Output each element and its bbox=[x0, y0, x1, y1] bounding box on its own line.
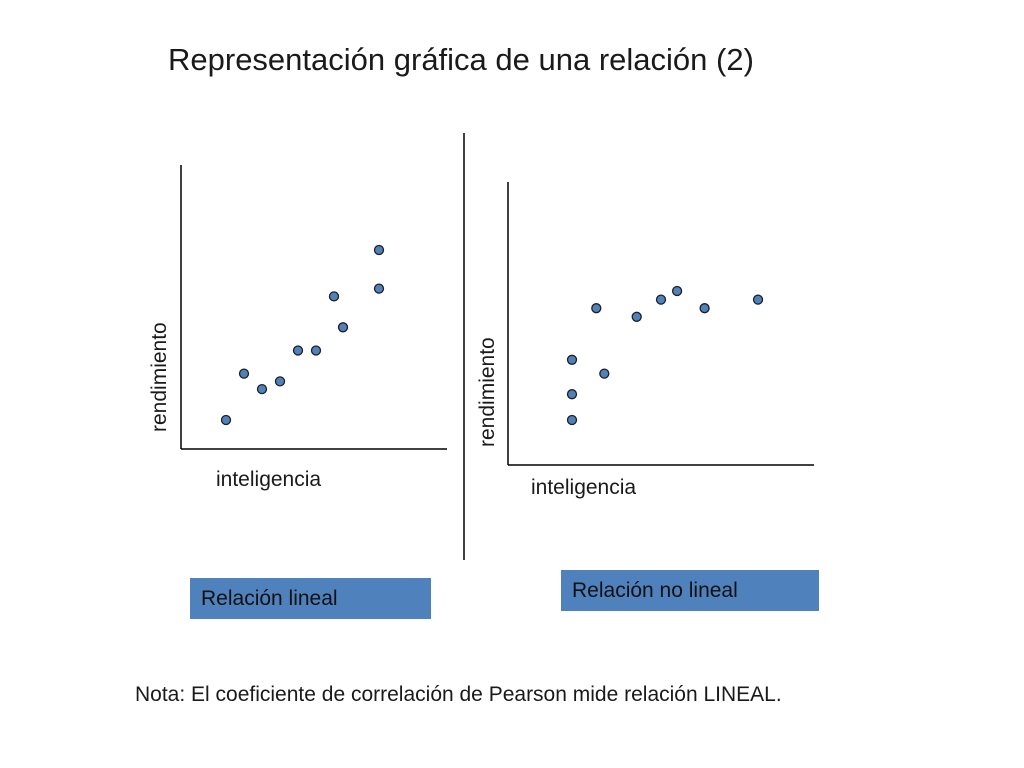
right-point-3 bbox=[566, 354, 578, 365]
right-point-4 bbox=[591, 303, 602, 314]
left-point-9 bbox=[373, 283, 385, 294]
left-point-10 bbox=[373, 244, 385, 256]
left-point-5 bbox=[292, 345, 304, 356]
right-series bbox=[566, 285, 764, 426]
footnote: Nota: El coeficiente de correlación de P… bbox=[135, 683, 782, 706]
left-point-3 bbox=[256, 383, 268, 395]
right-point-6 bbox=[631, 311, 642, 322]
right-point-10 bbox=[752, 294, 764, 305]
right-x-label: inteligencia bbox=[531, 476, 636, 499]
left-x-label: inteligencia bbox=[216, 468, 321, 491]
right-point-2 bbox=[566, 389, 578, 400]
right-point-1 bbox=[566, 414, 578, 426]
right-point-5 bbox=[599, 368, 610, 379]
left-point-6 bbox=[310, 345, 322, 356]
page-title: Representación gráfica de una relación (… bbox=[168, 42, 754, 77]
left-point-2 bbox=[238, 368, 250, 379]
right-point-7 bbox=[655, 294, 667, 305]
right-point-8 bbox=[671, 285, 683, 297]
left-point-4 bbox=[274, 376, 286, 387]
left-series bbox=[220, 244, 385, 426]
tag-relacion-lineal: Relación lineal bbox=[190, 578, 431, 619]
left-point-8 bbox=[337, 322, 349, 333]
left-y-label: rendimiento bbox=[148, 322, 171, 432]
left-point-7 bbox=[328, 291, 340, 302]
tag-relacion-no-lineal: Relación no lineal bbox=[561, 570, 819, 611]
left-point-1 bbox=[220, 414, 232, 426]
right-point-9 bbox=[699, 303, 710, 314]
right-y-label: rendimiento bbox=[476, 337, 499, 447]
